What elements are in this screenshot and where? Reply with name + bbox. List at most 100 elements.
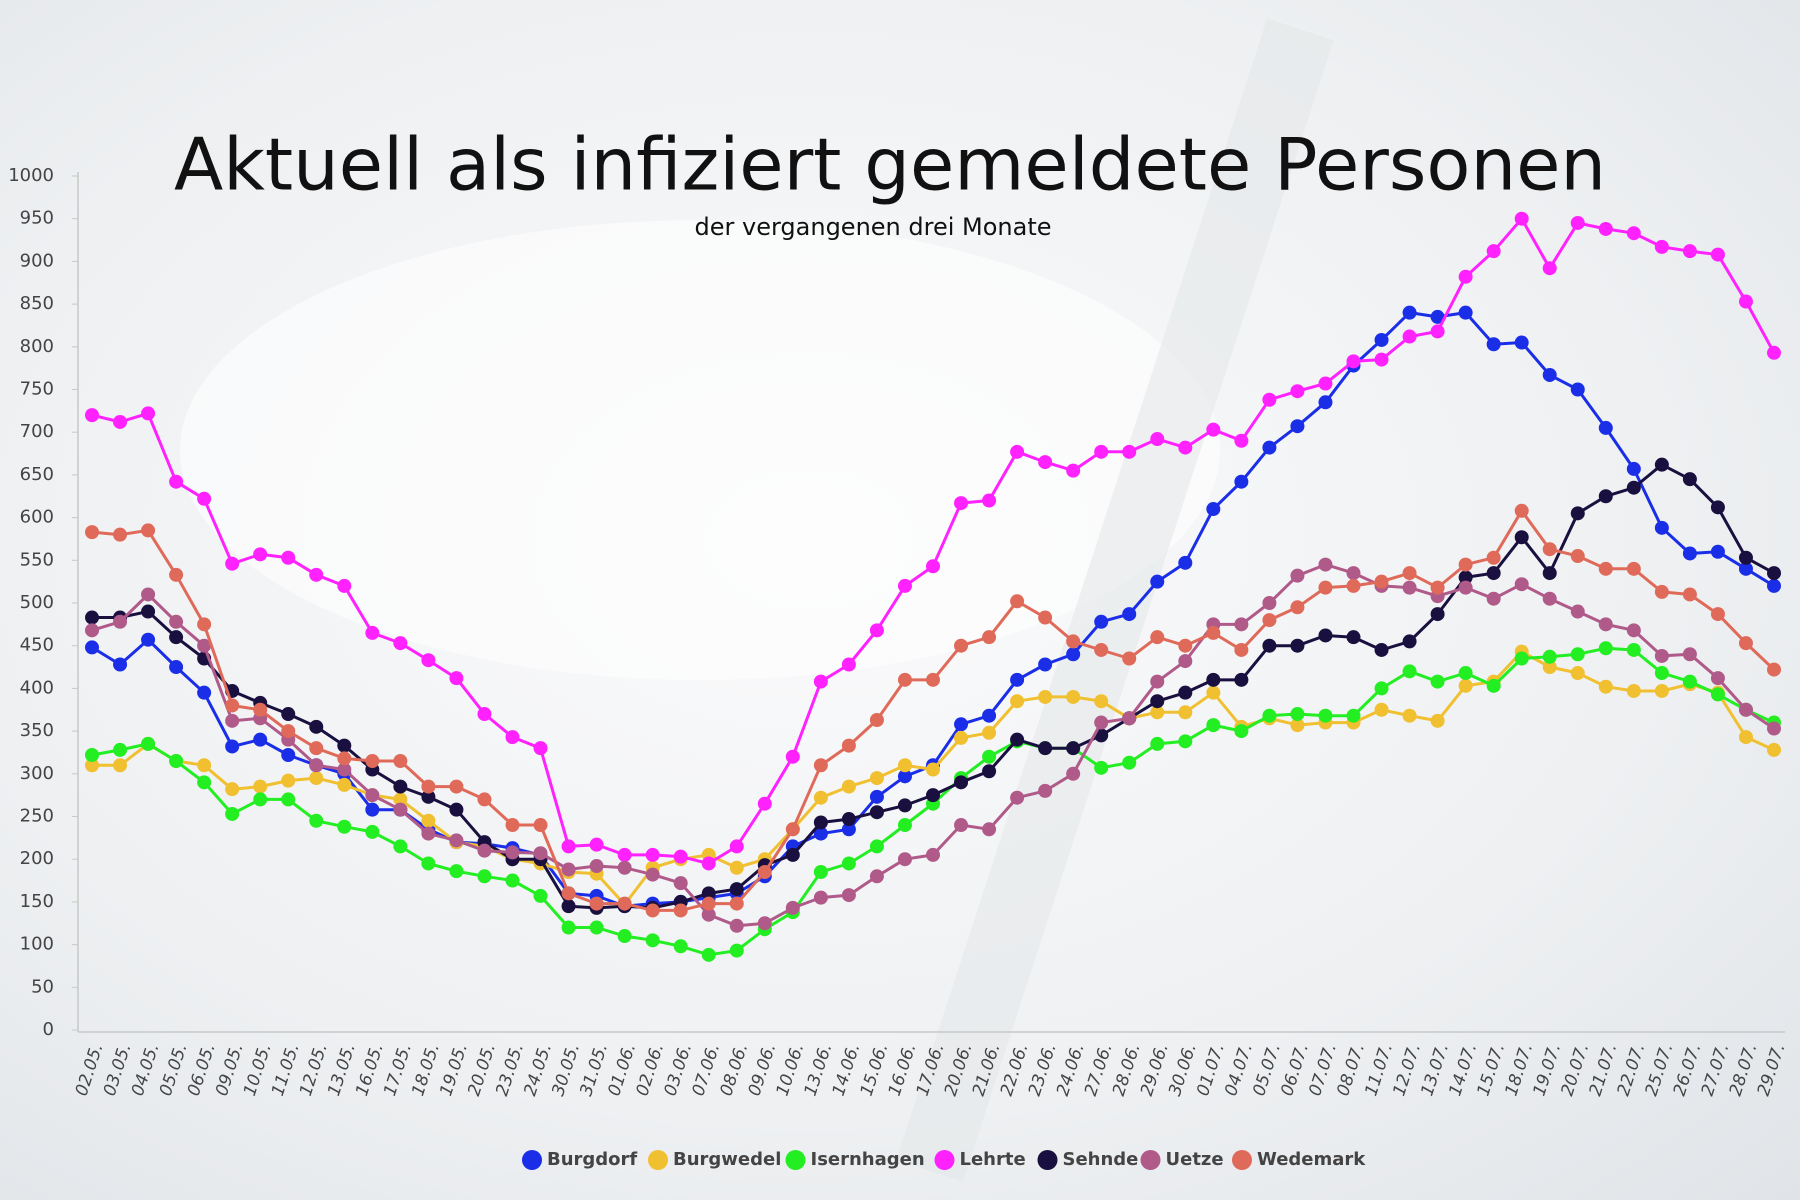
series	[85, 641, 1781, 962]
data-point	[1682, 674, 1697, 689]
data-point	[1598, 221, 1613, 236]
data-point	[449, 779, 464, 794]
data-point	[1290, 419, 1305, 434]
data-point	[1206, 422, 1221, 437]
data-point	[1682, 472, 1697, 487]
data-point	[449, 864, 464, 879]
data-point	[897, 578, 912, 593]
data-point	[589, 896, 604, 911]
data-point	[1682, 546, 1697, 561]
data-point	[729, 839, 744, 854]
data-point	[1458, 580, 1473, 595]
data-point	[281, 707, 296, 722]
data-point	[1570, 382, 1585, 397]
data-point	[701, 886, 716, 901]
legend-marker	[1140, 1150, 1161, 1170]
data-point	[141, 736, 156, 751]
data-point	[869, 623, 884, 638]
y-tick-label: 900	[20, 250, 54, 271]
data-point	[225, 739, 240, 754]
data-point	[1374, 332, 1389, 347]
data-point	[1178, 705, 1193, 720]
data-point	[701, 896, 716, 911]
data-point	[1402, 329, 1417, 344]
data-point	[1402, 305, 1417, 320]
data-point	[673, 939, 688, 954]
data-point	[589, 920, 604, 935]
data-point	[169, 567, 184, 582]
data-point	[477, 792, 492, 807]
data-point	[1290, 707, 1305, 722]
data-point	[645, 867, 660, 882]
data-point	[1738, 294, 1753, 309]
data-point	[617, 896, 632, 911]
data-point	[1346, 708, 1361, 723]
data-point	[1682, 587, 1697, 602]
data-point	[1066, 647, 1081, 662]
data-point	[1346, 566, 1361, 581]
data-point	[1430, 713, 1445, 728]
data-point	[393, 792, 408, 807]
data-point	[85, 408, 99, 423]
data-point	[1234, 724, 1249, 739]
data-point	[85, 610, 99, 625]
data-point	[757, 796, 772, 811]
data-point	[421, 856, 436, 871]
data-point	[281, 792, 296, 807]
data-point	[281, 724, 296, 739]
data-point	[869, 712, 884, 727]
y-tick-label: 400	[20, 677, 54, 698]
data-point	[1290, 384, 1305, 399]
data-point	[1178, 685, 1193, 700]
data-point	[1767, 742, 1781, 757]
data-point	[225, 713, 240, 728]
data-point	[645, 903, 660, 918]
data-point	[1234, 433, 1249, 448]
data-point	[197, 758, 212, 773]
data-point	[982, 725, 997, 740]
data-point	[1094, 614, 1109, 629]
data-point	[1738, 550, 1753, 565]
y-tick-label: 950	[20, 208, 54, 229]
data-point	[1290, 718, 1305, 733]
data-point	[1402, 708, 1417, 723]
data-point	[309, 719, 324, 734]
data-point	[1150, 432, 1165, 447]
data-point	[1626, 561, 1641, 576]
data-point	[1626, 683, 1641, 698]
data-point	[897, 672, 912, 687]
legend-label: Burgdorf	[547, 1149, 637, 1170]
data-point	[113, 742, 128, 757]
data-point	[1318, 395, 1333, 410]
data-point	[281, 748, 296, 763]
y-tick-label: 500	[20, 592, 54, 613]
legend-marker	[1037, 1150, 1058, 1170]
data-point	[1374, 574, 1389, 589]
data-point	[897, 818, 912, 833]
data-point	[1010, 444, 1025, 459]
data-point	[1570, 647, 1585, 662]
data-point	[253, 732, 268, 747]
data-point	[1430, 580, 1445, 595]
data-point	[365, 753, 380, 768]
data-point	[645, 847, 660, 862]
data-point	[1318, 580, 1333, 595]
data-point	[926, 672, 940, 687]
data-point	[197, 617, 212, 632]
data-point	[1178, 654, 1193, 669]
data-point	[1094, 444, 1109, 459]
data-point	[1402, 664, 1417, 679]
data-point	[1738, 730, 1753, 745]
data-point	[841, 888, 856, 903]
data-point	[897, 758, 912, 773]
data-point	[1654, 666, 1669, 681]
data-point	[1542, 566, 1557, 581]
data-point	[1654, 584, 1669, 599]
data-point	[1458, 570, 1473, 585]
y-tick-label: 650	[20, 464, 54, 485]
y-tick-label: 50	[31, 976, 54, 997]
y-tick-label: 150	[20, 891, 54, 912]
data-point	[1486, 566, 1501, 581]
data-point	[1598, 420, 1613, 435]
